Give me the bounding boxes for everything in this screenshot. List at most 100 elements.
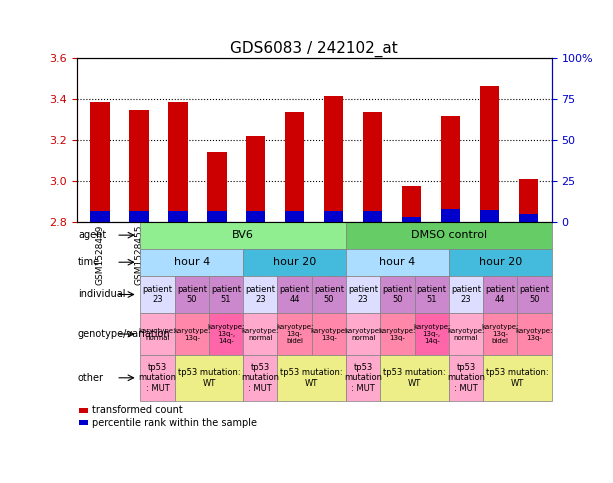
Bar xyxy=(207,211,227,222)
Bar xyxy=(207,152,227,222)
Bar xyxy=(519,179,538,222)
Bar xyxy=(90,102,110,222)
Bar xyxy=(278,313,312,355)
Bar xyxy=(346,355,380,401)
Text: karyotype:
normal: karyotype: normal xyxy=(242,327,279,341)
Bar xyxy=(168,102,188,222)
Bar xyxy=(479,85,499,222)
Text: patient
51: patient 51 xyxy=(211,285,241,304)
Text: tp53 mutation:
WT: tp53 mutation: WT xyxy=(486,368,549,387)
Bar xyxy=(243,313,278,355)
Bar xyxy=(168,211,188,222)
Bar xyxy=(380,313,414,355)
Text: patient
44: patient 44 xyxy=(280,285,310,304)
Bar xyxy=(175,276,209,313)
Bar xyxy=(285,112,305,222)
Text: patient
23: patient 23 xyxy=(348,285,378,304)
Text: patient
50: patient 50 xyxy=(383,285,413,304)
Text: karyotype:
13q-,
14q-: karyotype: 13q-, 14q- xyxy=(207,324,245,344)
Bar xyxy=(363,112,383,222)
Bar xyxy=(312,313,346,355)
Text: karyotype:
13q-: karyotype: 13q- xyxy=(310,327,348,341)
Text: hour 4: hour 4 xyxy=(379,257,416,267)
Bar xyxy=(312,276,346,313)
Text: tp53 mutation:
WT: tp53 mutation: WT xyxy=(178,368,240,387)
Bar xyxy=(140,313,175,355)
Bar xyxy=(324,211,343,222)
Bar xyxy=(346,276,380,313)
Bar xyxy=(346,222,552,249)
Bar xyxy=(90,211,110,222)
Text: karyotype:
13q-: karyotype: 13q- xyxy=(516,327,554,341)
Text: BV6: BV6 xyxy=(232,230,254,240)
Text: hour 20: hour 20 xyxy=(479,257,522,267)
Bar xyxy=(209,276,243,313)
Bar xyxy=(129,110,149,222)
Bar xyxy=(380,276,414,313)
Text: karyotype:
13q-,
14q-: karyotype: 13q-, 14q- xyxy=(413,324,451,344)
Bar xyxy=(483,313,517,355)
Text: tp53
mutation
: MUT: tp53 mutation : MUT xyxy=(139,363,177,393)
Text: karyotype:
normal: karyotype: normal xyxy=(447,327,485,341)
Text: karyotype:
13q-: karyotype: 13q- xyxy=(379,327,416,341)
Bar xyxy=(140,222,346,249)
Text: karyotype:
normal: karyotype: normal xyxy=(345,327,382,341)
Bar xyxy=(346,249,449,276)
Text: tp53
mutation
: MUT: tp53 mutation : MUT xyxy=(242,363,280,393)
Bar xyxy=(414,276,449,313)
Title: GDS6083 / 242102_at: GDS6083 / 242102_at xyxy=(230,41,398,57)
Bar xyxy=(175,355,243,401)
Text: patient
23: patient 23 xyxy=(451,285,481,304)
Bar xyxy=(441,209,460,222)
Bar xyxy=(78,421,88,425)
Text: karyotype:
13q-
bidel: karyotype: 13q- bidel xyxy=(276,324,313,344)
Bar xyxy=(278,276,312,313)
Text: tp53 mutation:
WT: tp53 mutation: WT xyxy=(281,368,343,387)
Text: patient
50: patient 50 xyxy=(177,285,207,304)
Bar xyxy=(449,313,483,355)
Bar xyxy=(363,211,383,222)
Bar xyxy=(479,210,499,222)
Text: transformed count: transformed count xyxy=(92,405,183,415)
Bar xyxy=(175,313,209,355)
Bar xyxy=(140,355,175,401)
Bar xyxy=(414,313,449,355)
Bar xyxy=(483,276,517,313)
Bar xyxy=(209,313,243,355)
Bar xyxy=(243,355,278,401)
Text: karyotype:
13q-: karyotype: 13q- xyxy=(173,327,210,341)
Bar xyxy=(140,276,175,313)
Text: patient
51: patient 51 xyxy=(417,285,447,304)
Bar xyxy=(243,276,278,313)
Bar xyxy=(402,186,421,222)
Bar xyxy=(78,408,88,412)
Text: hour 4: hour 4 xyxy=(173,257,210,267)
Text: tp53
mutation
: MUT: tp53 mutation : MUT xyxy=(447,363,485,393)
Text: patient
44: patient 44 xyxy=(485,285,516,304)
Bar xyxy=(246,211,265,222)
Text: karyotype:
13q-
bidel: karyotype: 13q- bidel xyxy=(482,324,519,344)
Bar xyxy=(346,313,380,355)
Bar xyxy=(517,313,552,355)
Bar xyxy=(441,116,460,222)
Bar xyxy=(140,249,243,276)
Text: other: other xyxy=(78,373,104,383)
Text: genotype/variation: genotype/variation xyxy=(78,329,170,339)
Bar xyxy=(449,355,483,401)
Bar xyxy=(324,96,343,222)
Text: time: time xyxy=(78,257,100,267)
Bar xyxy=(278,355,346,401)
Text: percentile rank within the sample: percentile rank within the sample xyxy=(92,418,257,428)
Bar xyxy=(380,355,449,401)
Bar xyxy=(449,276,483,313)
Text: patient
50: patient 50 xyxy=(520,285,550,304)
Bar xyxy=(483,355,552,401)
Text: patient
50: patient 50 xyxy=(314,285,344,304)
Text: individual: individual xyxy=(78,289,126,299)
Text: patient
23: patient 23 xyxy=(142,285,172,304)
Bar xyxy=(449,249,552,276)
Bar xyxy=(246,136,265,222)
Bar xyxy=(517,276,552,313)
Text: patient
23: patient 23 xyxy=(245,285,275,304)
Text: hour 20: hour 20 xyxy=(273,257,316,267)
